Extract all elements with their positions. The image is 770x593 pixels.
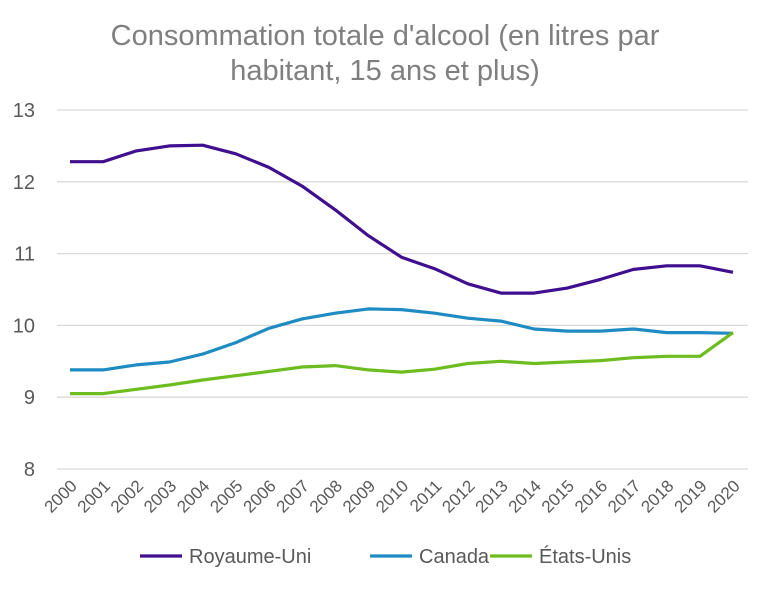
- y-tick-label: 9: [24, 387, 35, 409]
- x-tick-label: 2008: [306, 476, 346, 516]
- series-line-États-Unis: [70, 331, 734, 396]
- x-tick-label: 2001: [74, 476, 114, 516]
- chart-title-line-2: habitant, 15 ans et plus): [230, 55, 540, 87]
- x-tick-label: 2020: [704, 476, 744, 516]
- x-tick-label: 2002: [107, 476, 147, 516]
- x-tick-label: 2000: [41, 476, 81, 516]
- series-line-Canada: [70, 307, 734, 372]
- x-tick-label: 2005: [206, 476, 246, 516]
- chart-title-line-1: Consommation totale d'alcool (en litres …: [111, 20, 660, 52]
- x-tick-label: 2011: [406, 476, 445, 515]
- x-tick-label: 2015: [538, 476, 578, 516]
- y-tick-label: 11: [14, 244, 35, 266]
- y-tick-label: 12: [13, 172, 35, 194]
- x-tick-label: 2003: [140, 476, 180, 516]
- x-tick-label: 2012: [438, 476, 478, 516]
- x-tick-label: 2013: [472, 476, 512, 516]
- legend-label: Royaume-Uni: [189, 546, 311, 568]
- x-tick-label: 2009: [339, 476, 379, 516]
- x-tick-label: 2017: [604, 476, 644, 516]
- y-tick-label: 13: [13, 100, 35, 122]
- x-tick-label: 2016: [571, 476, 611, 516]
- y-tick-label: 10: [13, 315, 35, 337]
- x-tick-label: 2018: [637, 476, 677, 516]
- x-tick-label: 2004: [173, 476, 213, 516]
- x-tick-label: 2006: [240, 476, 280, 516]
- x-tick-label: 2019: [670, 476, 710, 516]
- x-tick-label: 2014: [505, 476, 545, 516]
- x-tick-label: 2010: [372, 476, 412, 516]
- y-tick-label: 8: [24, 459, 35, 481]
- legend-label: Canada: [419, 546, 490, 568]
- series-line-Royaume-Uni: [70, 143, 734, 295]
- legend-label: États-Unis: [539, 545, 631, 568]
- x-tick-label: 2007: [273, 476, 313, 516]
